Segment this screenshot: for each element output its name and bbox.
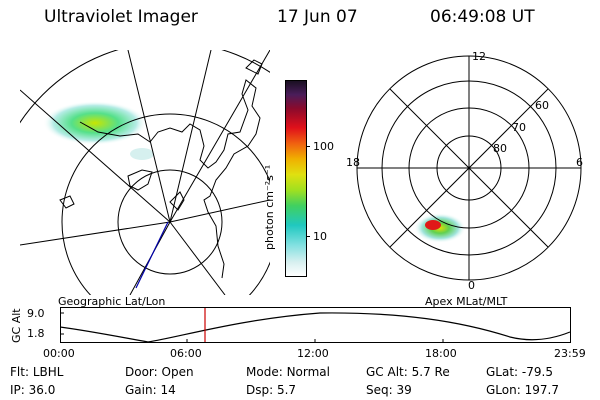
info-mode: Mode: Normal bbox=[246, 365, 330, 379]
colorbar-tick-10 bbox=[306, 236, 310, 237]
mlt-label-0: 0 bbox=[468, 279, 475, 292]
map-caption: Geographic Lat/Lon bbox=[58, 295, 166, 308]
altitude-ytick-high: 9.0 bbox=[27, 307, 45, 320]
altitude-xtick-1800: 18:00 bbox=[425, 347, 457, 360]
colorbar-tick-label-100: 100 bbox=[313, 140, 334, 153]
info-flt: Flt: LBHL bbox=[10, 365, 63, 379]
info-dsp: Dsp: 5.7 bbox=[246, 383, 296, 397]
info-seq-value: 39 bbox=[396, 383, 412, 397]
info-mode-value: Normal bbox=[286, 365, 330, 379]
altitude-xtick-1200: 12:00 bbox=[297, 347, 329, 360]
info-dsp-label: Dsp: bbox=[246, 383, 274, 397]
altitude-xtick-0000: 00:00 bbox=[43, 347, 75, 360]
lat-label-70: 70 bbox=[512, 121, 526, 134]
polar-plot: 12 18 6 0 60 70 80 bbox=[346, 50, 583, 292]
info-flt-value: LBHL bbox=[32, 365, 64, 379]
colorbar-label: photon cm⁻²s⁻¹ bbox=[263, 164, 276, 250]
info-dsp-value: 5.7 bbox=[276, 383, 297, 397]
lat-label-80: 80 bbox=[493, 142, 507, 155]
info-glat-value: -79.5 bbox=[521, 365, 553, 379]
info-flt-label: Flt: bbox=[10, 365, 29, 379]
colorbar bbox=[285, 80, 307, 277]
info-glon-label: GLon: bbox=[486, 383, 521, 397]
info-gain-label: Gain: bbox=[125, 383, 157, 397]
info-gcalt-value: 5.7 Re bbox=[411, 365, 450, 379]
info-glat: GLat: -79.5 bbox=[486, 365, 553, 379]
colorbar-tick-100 bbox=[306, 146, 310, 147]
polar-caption: Apex MLat/MLT bbox=[425, 295, 508, 308]
info-ip-value: 36.0 bbox=[28, 383, 56, 397]
altitude-ylabel: GC Alt bbox=[10, 308, 23, 343]
aurora-emission-polar bbox=[414, 213, 466, 243]
colorbar-tick-label-10: 10 bbox=[313, 230, 327, 243]
altitude-ytick-low: 1.8 bbox=[27, 327, 45, 340]
info-glon: GLon: 197.7 bbox=[486, 383, 559, 397]
altitude-xtick-0600: 06:00 bbox=[170, 347, 202, 360]
time-label: 06:49:08 UT bbox=[430, 7, 535, 27]
info-gain: Gain: 14 bbox=[125, 383, 176, 397]
date-label: 17 Jun 07 bbox=[277, 7, 358, 27]
info-gcalt: GC Alt: 5.7 Re bbox=[366, 365, 450, 379]
info-seq: Seq: 39 bbox=[366, 383, 412, 397]
lat-label-60: 60 bbox=[535, 99, 549, 112]
info-seq-label: Seq: bbox=[366, 383, 393, 397]
instrument-title: Ultraviolet Imager bbox=[44, 7, 198, 27]
mlt-label-12: 12 bbox=[472, 50, 486, 63]
info-mode-label: Mode: bbox=[246, 365, 283, 379]
altitude-plot bbox=[60, 307, 571, 343]
geographic-map bbox=[20, 50, 270, 295]
aurora-emission-map bbox=[43, 101, 147, 145]
altitude-xtick-2359: 23:59 bbox=[554, 347, 586, 360]
info-ip: IP: 36.0 bbox=[10, 383, 55, 397]
mlt-label-6: 6 bbox=[576, 156, 583, 169]
info-door-value: Open bbox=[161, 365, 194, 379]
info-gain-value: 14 bbox=[160, 383, 176, 397]
info-door: Door: Open bbox=[125, 365, 194, 379]
info-ip-label: IP: bbox=[10, 383, 25, 397]
info-door-label: Door: bbox=[125, 365, 158, 379]
info-glat-label: GLat: bbox=[486, 365, 519, 379]
altitude-trace bbox=[60, 312, 571, 343]
mlt-label-18: 18 bbox=[346, 156, 360, 169]
info-gcalt-label: GC Alt: bbox=[366, 365, 408, 379]
info-glon-value: 197.7 bbox=[524, 383, 559, 397]
